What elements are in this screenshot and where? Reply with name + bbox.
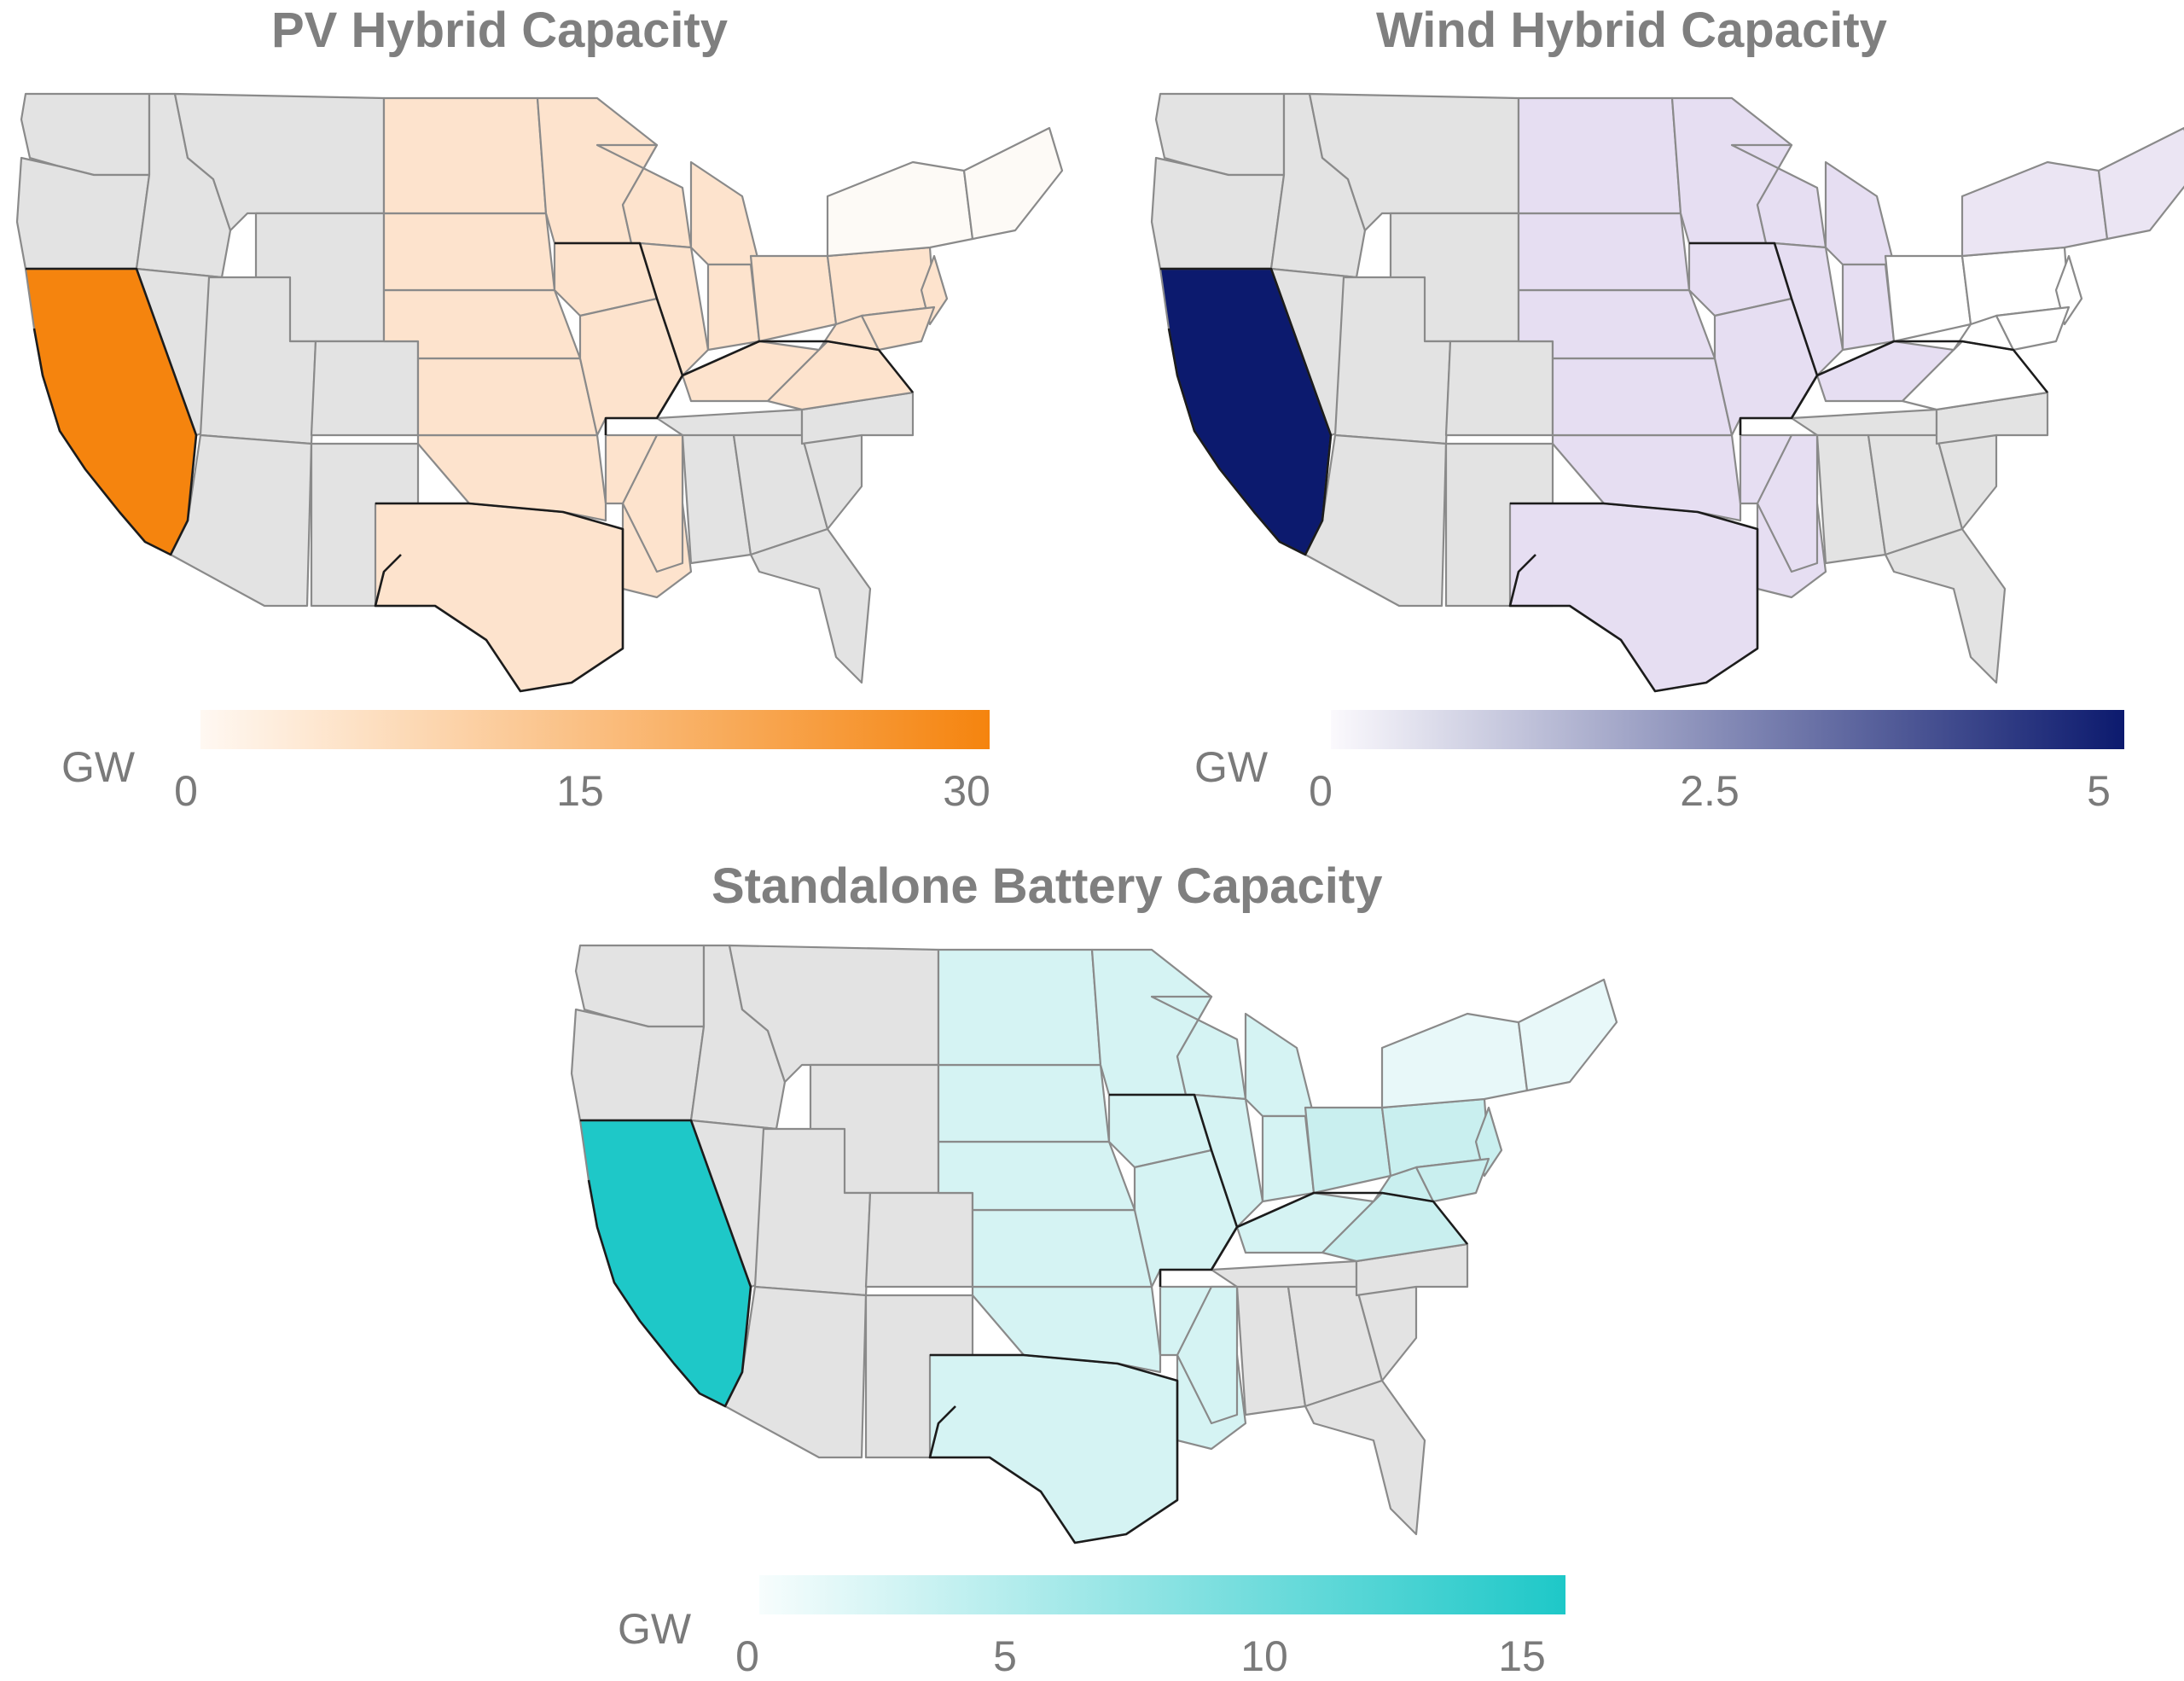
state-ok [971, 1285, 1162, 1374]
us-map [15, 92, 1064, 693]
legend-tick-label: 0 [1309, 767, 1333, 815]
state-in [706, 263, 761, 352]
color-legend-bar [1331, 710, 2124, 749]
state-ny [826, 160, 974, 258]
state-fl [1884, 527, 2007, 684]
state-ne1 [2097, 126, 2184, 241]
legend-tick-label: 10 [1240, 1632, 1288, 1680]
region-boundary [580, 1119, 752, 1408]
state-mi [1824, 160, 1896, 266]
pv-hybrid-panel: PV Hybrid Capacity GW 0 15 30 [0, 0, 1075, 828]
legend-unit-label: GW [61, 743, 136, 791]
state-md [1414, 1157, 1490, 1203]
state-ny [1960, 160, 2109, 258]
map-title: Wind Hybrid Capacity [1376, 3, 1887, 58]
map-title: PV Hybrid Capacity [271, 3, 729, 58]
state-ks [416, 357, 599, 437]
state-ks [971, 1208, 1153, 1288]
legend-tick-label: 15 [1498, 1632, 1546, 1680]
legend-tick-label: 2.5 [1680, 767, 1740, 815]
state-ms [621, 433, 684, 573]
legend-tick-label: 30 [943, 767, 990, 815]
state-co [864, 1191, 974, 1288]
state-fl [749, 527, 872, 684]
region-boundary [655, 340, 915, 419]
color-legend-bar [759, 1575, 1565, 1614]
region-boundary [1160, 267, 1333, 556]
state-or [15, 156, 151, 270]
color-legend-bar [200, 710, 990, 749]
state-md [1995, 305, 2071, 352]
map-title: Standalone Battery Capacity [712, 858, 1383, 914]
legend-tick-label: 15 [556, 767, 604, 815]
state-ms [1176, 1285, 1239, 1425]
state-oh [1304, 1106, 1392, 1195]
state-in [1261, 1114, 1316, 1203]
legend-tick-label: 5 [2087, 767, 2111, 815]
region-boundary [928, 1353, 1179, 1544]
state-ny [1380, 1012, 1529, 1109]
state-md [860, 305, 936, 352]
state-nd [382, 96, 548, 215]
state-ks [1551, 357, 1734, 437]
state-sd [382, 212, 556, 292]
state-oh [749, 254, 838, 343]
state-mi [689, 160, 761, 266]
state-nd [937, 948, 1102, 1067]
state-or [1150, 156, 1286, 270]
state-ok [1551, 433, 1742, 522]
state-nd [1517, 96, 1682, 215]
state-tx [1508, 502, 1759, 693]
state-co [310, 340, 420, 437]
state-ne1 [962, 126, 1064, 241]
region-boundary [26, 267, 198, 556]
region-boundary [1508, 502, 1759, 693]
wind-hybrid-panel: Wind Hybrid Capacity GW 0 2.5 5 [1109, 0, 2184, 828]
state-fl [1304, 1379, 1426, 1536]
region-boundary [1210, 1191, 1469, 1271]
state-tx [928, 1353, 1179, 1544]
standalone-battery-panel: Standalone Battery Capacity GW 0 5 10 15 [546, 836, 1638, 1680]
state-mi [1244, 1012, 1316, 1118]
state-sd [937, 1063, 1111, 1143]
state-or [570, 1008, 706, 1122]
legend-tick-label: 0 [174, 767, 198, 815]
region-boundary [374, 502, 624, 693]
state-co [1444, 340, 1554, 437]
region-boundary [1790, 340, 2049, 419]
state-in [1841, 263, 1896, 352]
legend-tick-label: 0 [735, 1632, 759, 1680]
legend-unit-label: GW [1194, 743, 1269, 791]
state-oh [1884, 254, 1972, 343]
us-map [1150, 92, 2184, 693]
state-sd [1517, 212, 1691, 292]
legend-tick-label: 5 [993, 1632, 1017, 1680]
state-ms [1756, 433, 1819, 573]
state-ok [416, 433, 607, 522]
us-map [570, 944, 1618, 1544]
state-ne1 [1517, 978, 1618, 1092]
legend-unit-label: GW [618, 1605, 692, 1653]
state-tx [374, 502, 624, 693]
